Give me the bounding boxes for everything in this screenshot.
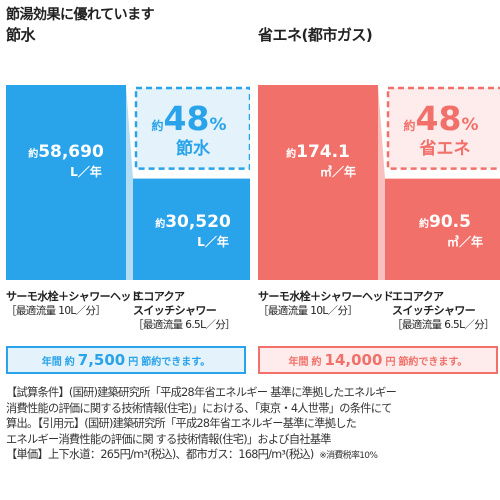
reduction-percent: 約48% [404, 99, 479, 138]
condition-flow: ［最適流量 6.5L／分］ [392, 319, 495, 331]
bar-unit-label: ㎥／年 [320, 164, 356, 179]
bar-value-label: 約90.5 [419, 212, 471, 232]
bar-unit-label: L／年 [70, 164, 102, 179]
condition-name-line1: エコアクア [133, 290, 185, 303]
bar-unit-label: L／年 [197, 234, 229, 249]
condition-flow: ［最適流量 10L／分］ [258, 305, 358, 317]
summary-pre: 年間 [41, 356, 62, 368]
gas-annual-savings: 年間 約 14,000 円 節約できます。 [258, 346, 498, 374]
note-line: エネルギー消費性能の評価に関 する技術情報(住宅)」および自社基準 [6, 432, 332, 446]
gas-panel-title: 省エネ(都市ガス) [258, 26, 373, 44]
note-line: 消費性能の評価に関する技術情報(住宅)」における、「東京・4人世帯」の条件にて [6, 401, 392, 415]
summary-prefix: 約 [64, 356, 75, 368]
summary-suffix: 円 [128, 356, 139, 368]
summary-prefix: 約 [311, 356, 322, 368]
reduction-label: 省エネ [419, 138, 471, 159]
condition-name-line1: エコアクア [392, 290, 444, 303]
calculation-notes: 【試算条件】(国研)建築研究所「平成28年省エネルギー 基準に準拠したエネルギー… [6, 385, 496, 465]
tax-footnote: ※消費税率10% [319, 451, 378, 462]
bar-after [385, 178, 500, 280]
reduction-percent: 約48% [152, 99, 227, 138]
reduction-wedge [126, 85, 133, 280]
note-line: 【単価】上下水道：265円/m³(税込)、都市ガス：168円/m³(税込) ※消… [6, 447, 496, 465]
condition-flow: ［最適流量 6.5L／分］ [133, 319, 236, 331]
condition-flow: ［最適流量 10L／分］ [6, 305, 106, 317]
note-line: 算出。【引用元】(国研)建築研究所「平成28年省エネルギー基準に準拠した [6, 417, 357, 431]
bar-unit-label: ㎥／年 [447, 234, 483, 249]
bar-after [133, 178, 250, 280]
reduction-wedge [378, 85, 385, 280]
summary-post: 節約できます。 [398, 356, 468, 368]
water-condition-before: サーモ水栓＋シャワーヘッド ［最適流量 10L／分］ [6, 290, 142, 318]
unit-price-note: 【単価】上下水道：265円/m³(税込)、都市ガス：168円/m³(税込) [6, 448, 314, 462]
summary-post: 節約できます。 [141, 356, 211, 368]
water-condition-after: エコアクア スイッチシャワー ［最適流量 6.5L／分］ [133, 290, 236, 332]
headline: 節湯効果に優れています [6, 7, 155, 23]
condition-name: サーモ水栓＋シャワーヘッド [6, 290, 142, 303]
condition-name: サーモ水栓＋シャワーヘッド [258, 290, 394, 303]
bar-before [258, 85, 378, 280]
reduction-box [386, 86, 500, 170]
bar-value-label: 約30,520 [155, 212, 231, 232]
summary-pre: 年間 [288, 356, 309, 368]
summary-amount: 7,500 [77, 351, 126, 369]
water-annual-savings: 年間 約 7,500 円 節約できます。 [6, 346, 246, 374]
summary-suffix: 円 [385, 356, 396, 368]
bar-value-label: 約174.1 [286, 142, 350, 162]
gas-condition-before: サーモ水栓＋シャワーヘッド ［最適流量 10L／分］ [258, 290, 394, 318]
water-panel-title: 節水 [6, 26, 36, 44]
bar-value-label: 約58,690 [28, 142, 104, 162]
condition-name-line2: スイッチシャワー [133, 304, 217, 317]
reduction-label: 節水 [175, 138, 211, 159]
gas-condition-after: エコアクア スイッチシャワー ［最適流量 6.5L／分］ [392, 290, 495, 332]
condition-name-line2: スイッチシャワー [392, 304, 476, 317]
summary-amount: 14,000 [324, 351, 383, 369]
reduction-box [134, 86, 250, 170]
note-line: 【試算条件】(国研)建築研究所「平成28年省エネルギー 基準に準拠したエネルギー [6, 386, 397, 399]
bar-before [6, 85, 126, 280]
